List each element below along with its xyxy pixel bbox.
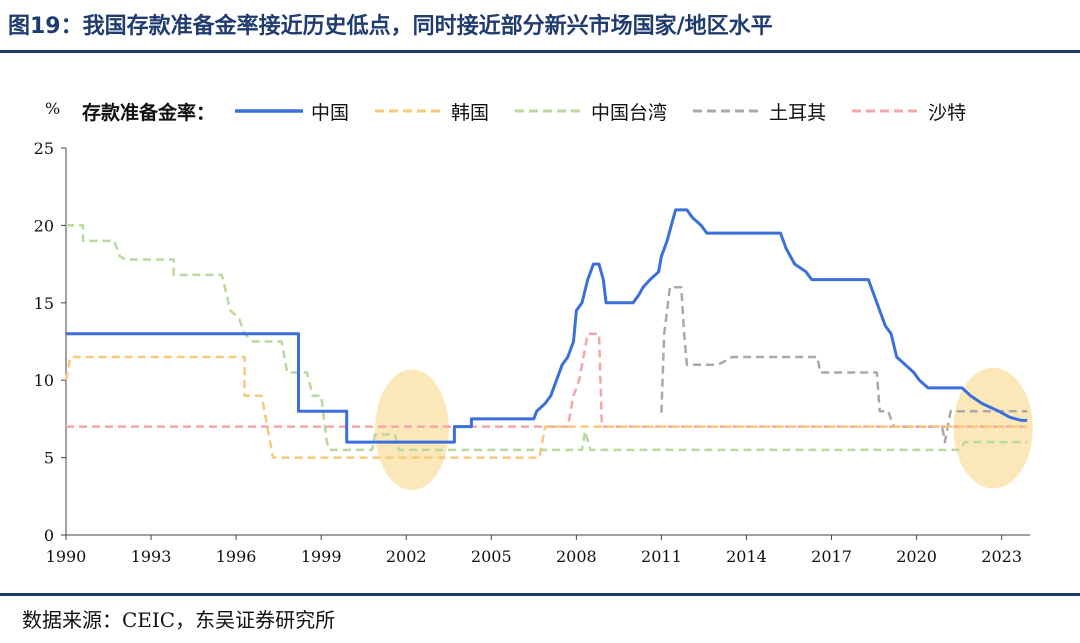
legend-label: 土耳其 xyxy=(769,101,827,124)
x-tick-label: 2008 xyxy=(556,547,597,566)
series-line-韩国 xyxy=(64,355,1028,459)
legend-item: 沙特 xyxy=(852,98,966,125)
legend-item: 中国台湾 xyxy=(515,98,667,125)
y-axis-unit-label: % xyxy=(45,99,60,118)
x-tick-label: 2002 xyxy=(386,547,427,566)
legend-item: 韩国 xyxy=(375,98,489,125)
y-tick-label: 20 xyxy=(34,216,54,235)
legend-label: 中国台湾 xyxy=(591,101,668,124)
y-tick-label: 25 xyxy=(34,139,54,158)
y-tick-label: 0 xyxy=(44,526,54,545)
legend-swatch xyxy=(375,109,444,113)
legend-items: 中国 韩国 中国台湾 土耳其 沙特 xyxy=(235,98,992,125)
legend-swatch xyxy=(693,109,762,113)
legend-item: 土耳其 xyxy=(693,98,826,125)
highlight-ellipses xyxy=(375,367,1033,491)
legend-swatch xyxy=(852,109,921,113)
x-tick-label: 1996 xyxy=(216,547,257,566)
legend: 存款准备金率： 中国 韩国 中国台湾 土耳其 沙特 xyxy=(82,97,992,125)
legend-prefix: 存款准备金率： xyxy=(82,101,216,124)
x-tick-label: 2017 xyxy=(811,547,852,566)
series-line-中国 xyxy=(66,208,1028,444)
series-line-土耳其 xyxy=(660,286,1028,444)
highlight-ellipse-2 xyxy=(953,367,1033,489)
x-tick-label: 2014 xyxy=(726,547,767,566)
x-tick-label: 2020 xyxy=(896,547,937,566)
series-line-中国台湾 xyxy=(66,224,1028,452)
legend-label: 沙特 xyxy=(928,101,967,124)
y-tick-label: 15 xyxy=(34,294,54,313)
y-tick-label: 5 xyxy=(44,449,54,468)
x-tick-label: 2011 xyxy=(641,547,682,566)
x-tick-label: 1993 xyxy=(131,547,172,566)
figure-title: 图19：我国存款准备金率接近历史低点，同时接近部分新兴市场国家/地区水平 xyxy=(8,14,773,39)
x-tick-label: 1999 xyxy=(301,547,342,566)
y-tick-label: 10 xyxy=(34,371,54,390)
legend-label: 韩国 xyxy=(451,101,490,124)
bottom-rule xyxy=(0,593,1080,596)
x-tick-label: 2005 xyxy=(471,547,512,566)
axes: 0 5 10 15 20 25 1990 1993 1996 1999 2002 2005 2008 20… xyxy=(34,139,1030,566)
legend-swatch xyxy=(515,109,584,113)
x-tick-label: 1990 xyxy=(46,547,87,566)
highlight-ellipse-1 xyxy=(375,369,449,491)
title-bar: 图19：我国存款准备金率接近历史低点，同时接近部分新兴市场国家/地区水平 xyxy=(0,0,1080,53)
legend-swatch xyxy=(235,109,304,113)
legend-label: 中国 xyxy=(311,101,350,124)
series-lines xyxy=(64,208,1028,459)
source-note: 数据来源：CEIC，东吴证券研究所 xyxy=(22,608,336,632)
series-line-沙特 xyxy=(66,332,1028,428)
legend-item: 中国 xyxy=(235,98,349,125)
x-tick-label: 2023 xyxy=(981,547,1022,566)
